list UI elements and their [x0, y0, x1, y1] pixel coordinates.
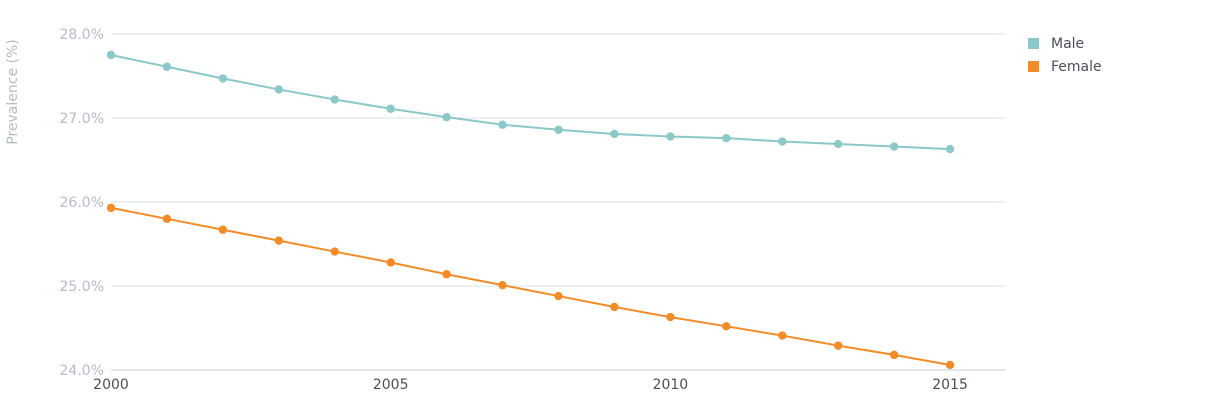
data-point-female: [330, 247, 339, 256]
data-point-male: [666, 132, 675, 141]
data-point-male: [833, 139, 843, 149]
data-point-male: [386, 104, 395, 113]
data-point-female: [106, 203, 116, 213]
data-point-male: [330, 95, 339, 104]
data-point-female: [889, 350, 899, 360]
data-point-male: [722, 133, 731, 143]
legend-item-male[interactable]: Male: [1028, 32, 1102, 55]
x-tick-label: 2005: [373, 377, 409, 393]
gridlines: [111, 33, 1006, 287]
data-point-male: [498, 120, 507, 129]
data-point-male: [442, 112, 451, 122]
data-point-female: [498, 280, 507, 290]
y-tick-label: 28.0%: [60, 27, 104, 43]
data-point-female: [442, 270, 451, 279]
legend-swatch: [1028, 61, 1039, 72]
data-point-female: [945, 360, 955, 370]
data-point-male: [162, 62, 172, 71]
data-point-female: [610, 302, 619, 312]
legend-label: Female: [1051, 58, 1102, 75]
data-point-male: [218, 74, 228, 83]
legend-label: Male: [1051, 35, 1085, 52]
series-female: [106, 203, 955, 370]
y-tick-label: 25.0%: [60, 279, 104, 295]
series-line-male: [110, 54, 951, 151]
data-point-female: [162, 214, 172, 223]
legend-item-female[interactable]: Female: [1028, 55, 1102, 78]
data-point-female: [554, 291, 563, 301]
data-point-male: [106, 50, 116, 60]
axes: 24.0% 25.0% 26.0% 27.0% 28.0% 2000 2005 2010 201…: [60, 27, 1006, 393]
y-tick-label: 26.0%: [60, 195, 104, 211]
data-point-male: [889, 142, 899, 151]
data-point-female: [778, 331, 787, 340]
data-point-male: [610, 129, 619, 139]
data-point-female: [274, 236, 284, 245]
y-tick-label: 24.0%: [60, 363, 104, 379]
data-point-female: [722, 322, 731, 331]
y-axis-label: Prevalence (%): [5, 39, 21, 145]
legend: Male Female: [1028, 32, 1102, 78]
data-point-female: [666, 312, 675, 322]
data-point-female: [218, 225, 228, 234]
x-tick-label: 2010: [653, 377, 689, 393]
data-point-male: [554, 125, 563, 134]
y-tick-label: 27.0%: [60, 111, 104, 127]
x-tick-label: 2015: [932, 377, 968, 393]
data-point-male: [945, 144, 955, 154]
x-tick-label: 2000: [93, 377, 129, 393]
series-layer: [106, 50, 955, 370]
data-point-female: [386, 258, 395, 267]
data-point-male: [274, 85, 284, 94]
data-point-female: [833, 341, 843, 350]
legend-swatch: [1028, 38, 1039, 49]
series-male: [106, 50, 955, 154]
data-point-male: [778, 137, 787, 146]
series-line-female: [110, 206, 951, 366]
